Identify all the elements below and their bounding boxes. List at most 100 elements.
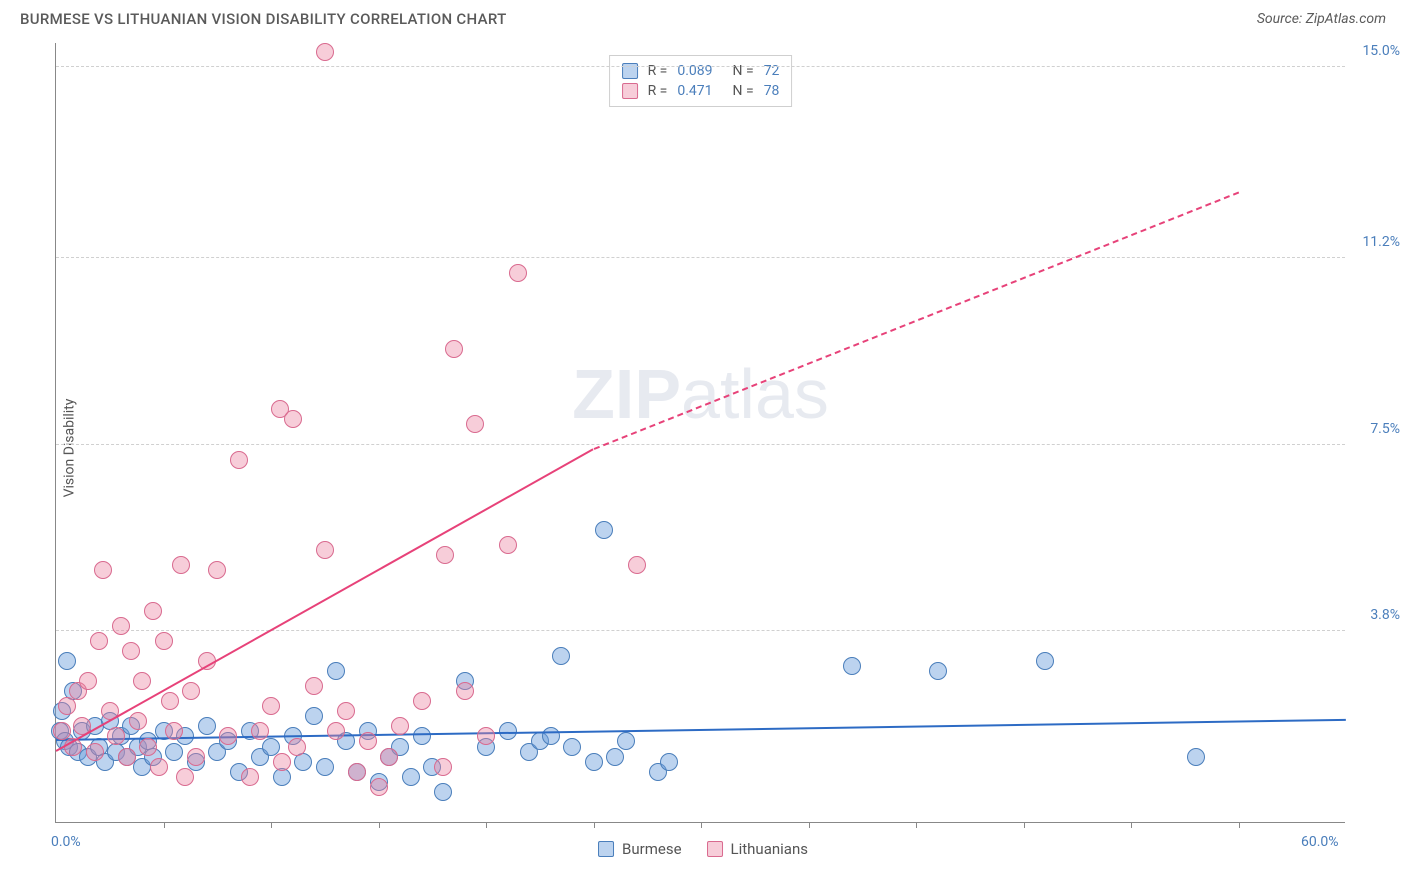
data-point <box>509 264 527 282</box>
data-point <box>90 632 108 650</box>
data-point <box>843 657 861 675</box>
data-point <box>413 692 431 710</box>
y-tick-label: 3.8% <box>1350 607 1400 623</box>
gridline <box>56 257 1345 258</box>
data-point <box>929 662 947 680</box>
legend-swatch <box>622 83 638 99</box>
data-point <box>617 732 635 750</box>
data-point <box>118 748 136 766</box>
data-point <box>456 682 474 700</box>
data-point <box>563 738 581 756</box>
data-point <box>139 738 157 756</box>
data-point <box>370 778 388 796</box>
data-point <box>380 748 398 766</box>
data-point <box>305 677 323 695</box>
legend-series-item: Lithuanians <box>707 840 808 858</box>
data-point <box>337 702 355 720</box>
data-point <box>391 717 409 735</box>
data-point <box>434 783 452 801</box>
data-point <box>144 602 162 620</box>
data-point <box>284 410 302 428</box>
chart-header: BURMESE VS LITHUANIAN VISION DISABILITY … <box>10 10 1396 33</box>
data-point <box>133 672 151 690</box>
legend-r-value: 0.471 <box>677 83 712 99</box>
data-point <box>305 707 323 725</box>
data-point <box>436 546 454 564</box>
legend-row: R =0.089N =72 <box>622 61 780 81</box>
y-tick-label: 15.0% <box>1350 43 1400 59</box>
data-point <box>466 415 484 433</box>
chart-container: Vision Disability ZIPatlas R =0.089N =72… <box>10 33 1396 863</box>
x-tick <box>1131 822 1132 828</box>
data-point <box>198 717 216 735</box>
data-point <box>552 647 570 665</box>
x-tick <box>164 822 165 828</box>
data-point <box>230 451 248 469</box>
data-point <box>172 556 190 574</box>
trend-line <box>56 448 594 752</box>
legend-row: R =0.471N =78 <box>622 81 780 101</box>
data-point <box>595 521 613 539</box>
data-point <box>316 43 334 61</box>
gridline <box>56 630 1345 631</box>
chart-title: BURMESE VS LITHUANIAN VISION DISABILITY … <box>20 10 507 28</box>
plot-area: ZIPatlas R =0.089N =72R =0.471N =78 3.8%… <box>55 43 1345 823</box>
legend-series-item: Burmese <box>598 840 682 858</box>
y-tick-label: 7.5% <box>1350 421 1400 437</box>
data-point <box>241 768 259 786</box>
x-tick <box>1239 822 1240 828</box>
data-point <box>445 340 463 358</box>
gridline <box>56 66 1345 67</box>
data-point <box>1036 652 1054 670</box>
data-point <box>327 722 345 740</box>
data-point <box>327 662 345 680</box>
data-point <box>359 732 377 750</box>
data-point <box>165 722 183 740</box>
data-point <box>477 727 495 745</box>
data-point <box>288 738 306 756</box>
legend-swatch <box>598 841 614 857</box>
data-point <box>542 727 560 745</box>
x-tick <box>809 822 810 828</box>
data-point <box>176 768 194 786</box>
data-point <box>660 753 678 771</box>
x-tick <box>486 822 487 828</box>
data-point <box>107 727 125 745</box>
data-point <box>628 556 646 574</box>
data-point <box>187 748 205 766</box>
data-point <box>79 672 97 690</box>
data-point <box>316 541 334 559</box>
x-tick-label: 0.0% <box>51 834 81 850</box>
x-tick <box>916 822 917 828</box>
legend-series-label: Burmese <box>622 840 682 858</box>
data-point <box>129 712 147 730</box>
data-point <box>150 758 168 776</box>
data-point <box>251 722 269 740</box>
data-point <box>219 727 237 745</box>
legend-n-value: 78 <box>764 83 780 99</box>
data-point <box>182 682 200 700</box>
data-point <box>413 727 431 745</box>
x-tick <box>379 822 380 828</box>
x-tick <box>701 822 702 828</box>
data-point <box>262 697 280 715</box>
data-point <box>165 743 183 761</box>
data-point <box>348 763 366 781</box>
watermark: ZIPatlas <box>572 354 829 434</box>
x-tick <box>1024 822 1025 828</box>
legend-n-label: N = <box>733 83 754 99</box>
data-point <box>86 743 104 761</box>
data-point <box>273 753 291 771</box>
x-tick-label: 60.0% <box>1301 834 1339 850</box>
x-tick <box>271 822 272 828</box>
legend-swatch <box>707 841 723 857</box>
chart-source: Source: ZipAtlas.com <box>1257 11 1386 27</box>
data-point <box>58 652 76 670</box>
data-point <box>94 561 112 579</box>
data-point <box>122 642 140 660</box>
data-point <box>402 768 420 786</box>
data-point <box>208 561 226 579</box>
y-tick-label: 11.2% <box>1350 234 1400 250</box>
gridline <box>56 444 1345 445</box>
trend-line-extrapolated <box>593 191 1239 449</box>
